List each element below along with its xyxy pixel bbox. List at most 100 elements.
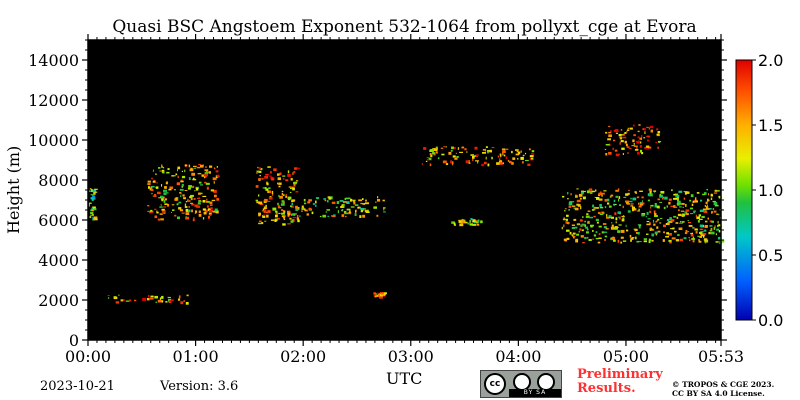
feature-pixel — [189, 168, 194, 172]
feature-pixel — [487, 150, 489, 154]
feature-pixel — [269, 196, 272, 198]
feature-pixel — [654, 215, 658, 217]
feature-pixel — [277, 205, 281, 208]
feature-pixel — [688, 222, 691, 223]
feature-pixel — [626, 146, 630, 148]
feature-pixel — [350, 206, 355, 208]
feature-pixel — [697, 220, 700, 223]
feature-pixel — [682, 206, 685, 208]
feature-pixel — [185, 216, 190, 220]
feature-pixel — [680, 210, 685, 212]
feature-pixel — [577, 204, 581, 207]
feature-pixel — [480, 221, 483, 223]
feature-pixel — [198, 210, 201, 213]
feature-pixel — [683, 197, 686, 200]
feature-pixel — [686, 231, 690, 233]
feature-pixel — [622, 133, 625, 136]
feature-pixel — [328, 197, 332, 200]
feature-pixel — [198, 164, 201, 166]
feature-pixel — [670, 228, 673, 230]
feature-pixel — [277, 202, 279, 206]
feature-pixel — [335, 206, 338, 209]
feature-pixel — [646, 212, 649, 215]
feature-pixel — [161, 199, 163, 202]
feature-pixel — [169, 300, 172, 303]
feature-pixel — [566, 218, 568, 221]
feature-pixel — [615, 195, 619, 198]
feature-pixel — [613, 203, 615, 207]
feature-pixel — [214, 194, 217, 198]
feature-pixel — [627, 127, 630, 129]
feature-pixel — [693, 210, 696, 214]
feature-pixel — [375, 295, 380, 297]
feature-pixel — [289, 191, 292, 193]
feature-pixel — [213, 167, 216, 169]
feature-pixel — [643, 240, 647, 243]
feature-pixel — [581, 223, 586, 225]
feature-pixel — [613, 199, 616, 203]
feature-pixel — [256, 201, 259, 204]
feature-pixel — [462, 218, 464, 222]
feature-pixel — [610, 238, 613, 241]
feature-pixel — [688, 237, 690, 239]
feature-pixel — [294, 167, 298, 170]
feature-pixel — [473, 155, 477, 157]
feature-pixel — [613, 129, 618, 133]
feature-pixel — [216, 166, 218, 168]
feature-pixel — [341, 214, 345, 217]
feature-pixel — [337, 210, 339, 214]
feature-pixel — [468, 160, 470, 163]
feature-pixel — [267, 210, 271, 213]
feature-pixel — [167, 296, 171, 298]
feature-pixel — [315, 204, 317, 207]
feature-pixel — [623, 136, 627, 139]
feature-pixel — [346, 197, 350, 200]
feature-pixel — [182, 194, 185, 197]
feature-pixel — [644, 147, 647, 149]
feature-pixel — [683, 237, 687, 240]
feature-pixel — [456, 156, 459, 158]
feature-pixel — [706, 208, 710, 210]
feature-pixel — [591, 190, 595, 193]
feature-pixel — [339, 200, 344, 202]
feature-pixel — [190, 202, 194, 204]
feature-pixel — [470, 154, 474, 156]
axes: 0 2000 4000 6000 8000 10000 12000 14000 00:00 01:… — [28, 34, 744, 366]
feature-pixel — [154, 208, 157, 211]
feature-pixel — [628, 147, 632, 149]
feature-pixel — [622, 215, 625, 217]
feature-pixel — [196, 197, 201, 200]
feature-pixel — [496, 162, 500, 165]
feature-pixel — [499, 162, 503, 165]
feature-pixel — [279, 172, 282, 176]
feature-pixel — [677, 213, 682, 217]
feature-pixel — [648, 240, 651, 244]
feature-pixel — [715, 233, 717, 236]
feature-pixel — [366, 209, 369, 213]
feature-pixel — [634, 228, 638, 231]
feature-pixel — [360, 202, 364, 205]
feature-pixel — [287, 212, 290, 216]
y-tick-label: 10000 — [28, 131, 79, 150]
feature-pixel — [626, 229, 629, 232]
feature-pixel — [258, 220, 262, 223]
feature-pixel — [205, 166, 207, 168]
feature-pixel — [681, 203, 685, 205]
feature-pixel — [213, 168, 216, 170]
feature-pixel — [150, 297, 154, 300]
feature-pixel — [607, 138, 611, 141]
feature-pixel — [355, 210, 357, 213]
feature-pixel — [181, 183, 184, 187]
feature-pixel — [626, 130, 628, 133]
feature-pixel — [517, 158, 519, 160]
feature-pixel — [264, 220, 267, 222]
feature-pixel — [290, 187, 294, 190]
feature-pixel — [464, 221, 468, 224]
feature-pixel — [621, 219, 625, 222]
feature-pixel — [531, 150, 535, 153]
feature-pixel — [625, 224, 627, 228]
feature-pixel — [703, 229, 707, 232]
feature-pixel — [699, 218, 703, 220]
feature-pixel — [346, 201, 350, 204]
feature-pixel — [287, 223, 291, 225]
